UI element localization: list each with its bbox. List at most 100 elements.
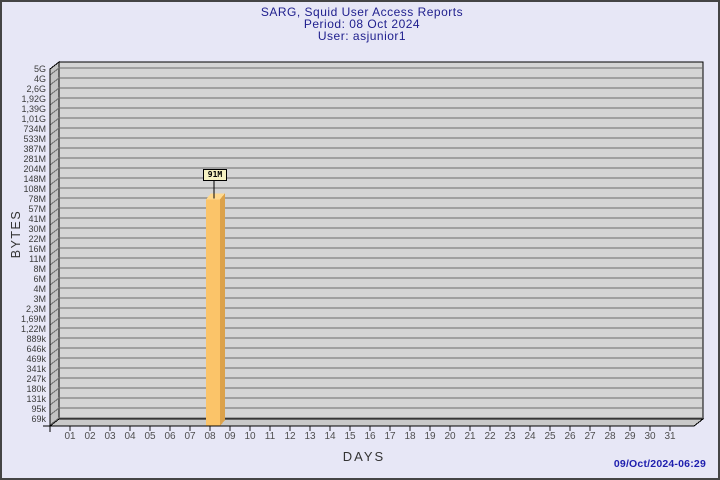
y-tick-label: 148M [23, 174, 46, 184]
gridline-wall-segment [49, 257, 60, 266]
y-tick-label: 1,92G [21, 94, 46, 104]
x-axis-title: DAYS [342, 449, 386, 464]
y-tick-label: 2,6G [26, 84, 46, 94]
bar-top-face [206, 193, 225, 200]
gridline-wall-segment [49, 397, 60, 406]
gridline-wall-segment [49, 147, 60, 156]
y-tick-label: 1,01G [21, 114, 46, 124]
y-tick-label: 734M [23, 124, 46, 134]
x-tick-label: 16 [364, 431, 376, 442]
generated-timestamp: 09/Oct/2024-06:29 [613, 458, 706, 470]
y-tick-label: 2,3M [25, 304, 46, 314]
y-tick-label: 889k [26, 334, 46, 344]
y-axis-tick-labels: 5G 4G 2,6G 1,92G 1,39G 1,01G 734M 533M 387M 281M 2… [2, 2, 48, 478]
y-axis-title: BYTES [9, 209, 23, 259]
gridline-wall-segment [49, 107, 60, 116]
x-tick-label: 04 [124, 431, 136, 442]
gridline-wall-segment [49, 317, 60, 326]
y-tick-label: 108M [23, 184, 46, 194]
chart-user: User: asjunior1 [317, 29, 407, 43]
x-tick-label: 27 [584, 431, 596, 442]
x-tick-label: 29 [624, 431, 636, 442]
gridline-wall-segment [49, 337, 60, 346]
gridline-wall-segment [49, 187, 60, 196]
chart-period: Period: 08 Oct 2024 [303, 17, 421, 31]
x-tick-label: 17 [384, 431, 396, 442]
gridline-wall-segment [49, 197, 60, 206]
x-tick-label: 15 [344, 431, 356, 442]
gridline-wall-segment [49, 127, 60, 136]
y-tick-label: 41M [28, 214, 46, 224]
y-tick-label: 8M [33, 264, 46, 274]
x-tick-label: 21 [464, 431, 476, 442]
gridline-wall-segment [49, 367, 60, 376]
y-tick-label: 78M [28, 194, 46, 204]
y-tick-label: 95k [31, 404, 46, 414]
chart-title: SARG, Squid User Access Reports [260, 5, 464, 19]
x-tick-label: 30 [644, 431, 656, 442]
gridline-wall-segment [49, 247, 60, 256]
x-tick-label: 08 [204, 431, 216, 442]
x-tick-label: 14 [324, 431, 336, 442]
y-tick-label: 341k [26, 364, 46, 374]
y-tick-label: 57M [28, 204, 46, 214]
gridline-wall-segment [49, 297, 60, 306]
gridline-wall-segment [49, 377, 60, 386]
gridline-wall-segment [49, 407, 60, 416]
gridline-wall-segment [49, 277, 60, 286]
y-tick-label: 180k [26, 384, 46, 394]
gridline-wall-segment [49, 167, 60, 176]
gridline-wall-segment [49, 417, 60, 426]
x-tick-label: 18 [404, 431, 416, 442]
y-tick-label: 4M [33, 284, 46, 294]
x-tick-label: 22 [484, 431, 496, 442]
x-tick-label: 23 [504, 431, 516, 442]
y-tick-label: 5G [33, 64, 46, 74]
gridline-wall-segment [49, 217, 60, 226]
plot-back-plane [58, 61, 704, 420]
gridline-wall-segment [49, 137, 60, 146]
bar-side-face [220, 193, 225, 426]
y-tick-label: 69k [31, 414, 46, 424]
x-tick-label: 05 [144, 431, 156, 442]
x-tick-label: 01 [64, 431, 76, 442]
x-tick-label: 26 [564, 431, 576, 442]
x-tick-label: 11 [264, 431, 276, 442]
y-tick-label: 4G [33, 74, 46, 84]
chart-title-block: SARG, Squid User Access Reports Period: … [2, 5, 718, 43]
x-tick-label: 07 [184, 431, 196, 442]
x-tick-label: 03 [104, 431, 116, 442]
x-tick-label: 19 [424, 431, 436, 442]
y-tick-label: 469k [26, 354, 46, 364]
gridline-wall-segment [49, 237, 60, 246]
gridline-wall-segment [49, 157, 60, 166]
y-tick-label: 204M [23, 164, 46, 174]
gridline-wall-segment [49, 267, 60, 276]
gridline-wall-segment [49, 117, 60, 126]
x-tick-label: 09 [224, 431, 236, 442]
x-tick-label: 02 [84, 431, 96, 442]
x-tick-label: 13 [304, 431, 316, 442]
bar [206, 199, 220, 426]
gridline-wall-segment [49, 77, 60, 86]
gridline-wall-segment [49, 387, 60, 396]
y-tick-label: 1,39G [21, 104, 46, 114]
x-tick-label: 20 [444, 431, 456, 442]
y-tick-label: 131k [26, 394, 46, 404]
gridline-wall-segment [49, 87, 60, 96]
gridline-wall-segment [49, 357, 60, 366]
x-tick-label: 12 [284, 431, 296, 442]
x-tick-label: 10 [244, 431, 256, 442]
gridline-wall-segment [49, 177, 60, 186]
y-tick-label: 22M [28, 234, 46, 244]
y-tick-label: 1,22M [20, 324, 46, 334]
x-tick-label: 25 [544, 431, 556, 442]
y-tick-label: 11M [29, 254, 46, 264]
x-tick-label: 24 [524, 431, 536, 442]
y-tick-label: 247k [26, 374, 46, 384]
x-tick-label: 31 [664, 431, 676, 442]
x-tick-label: 06 [164, 431, 176, 442]
x-tick-label: 28 [604, 431, 616, 442]
